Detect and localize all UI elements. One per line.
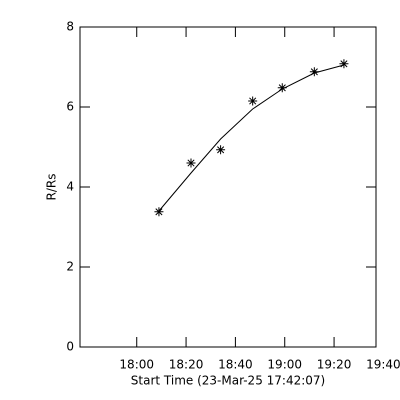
- x-tick-label: 18:20: [169, 358, 204, 372]
- y-tick-label: 4: [66, 180, 74, 194]
- asterisk-marker: [277, 83, 287, 93]
- asterisk-marker: [309, 67, 319, 77]
- x-axis-title: Start Time (23-Mar-25 17:42:07): [131, 374, 325, 388]
- y-axis-title: R/Rs: [45, 174, 59, 201]
- x-tick-label: 19:40: [366, 358, 400, 372]
- plot-frame: [79, 26, 377, 348]
- x-tick-label: 19:00: [267, 358, 302, 372]
- x-tick-label: 18:40: [218, 358, 253, 372]
- asterisk-marker: [248, 96, 258, 106]
- y-tick-label: 0: [66, 340, 74, 354]
- asterisk-marker: [339, 59, 349, 69]
- asterisk-marker: [154, 207, 164, 217]
- asterisk-marker: [216, 145, 226, 155]
- x-tick-label: 18:00: [119, 358, 154, 372]
- y-tick-label: 8: [66, 20, 74, 34]
- y-tick-label: 2: [66, 260, 74, 274]
- y-tick-label: 6: [66, 100, 74, 114]
- x-tick-label: 19:20: [317, 358, 352, 372]
- asterisk-marker: [186, 158, 196, 168]
- fit-line: [158, 64, 345, 212]
